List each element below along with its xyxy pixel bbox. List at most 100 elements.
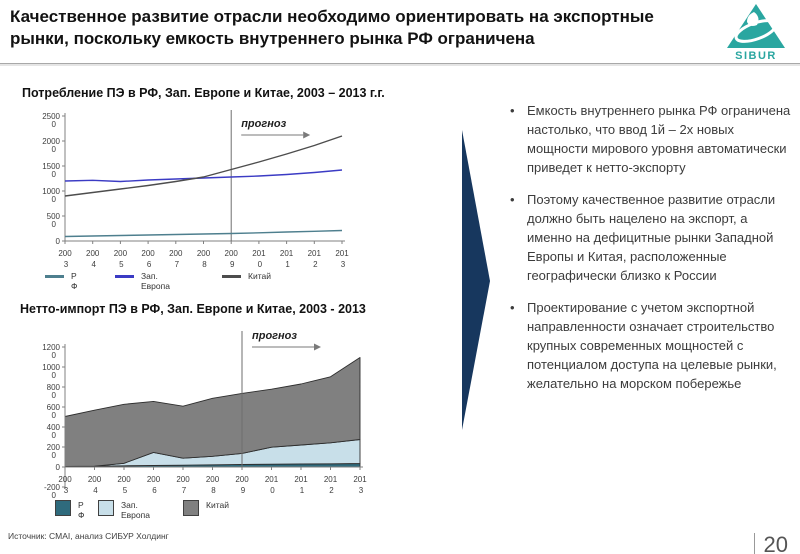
legend-swatch: [183, 500, 199, 516]
svg-text:9: 9: [230, 260, 235, 269]
sibur-logo-text: SIBUR: [735, 50, 777, 61]
legend-swatch: [45, 275, 64, 278]
svg-text:200: 200: [141, 249, 155, 258]
svg-text:0: 0: [56, 237, 61, 246]
source-note: Источник: CMAI, анализ СИБУР Холдинг: [8, 531, 169, 541]
svg-text:201: 201: [308, 249, 322, 258]
svg-text:0: 0: [52, 491, 57, 500]
svg-text:201: 201: [252, 249, 266, 258]
svg-text:0: 0: [52, 351, 57, 360]
svg-text:0: 0: [52, 371, 57, 380]
consumption-chart-title: Потребление ПЭ в РФ, Зап. Европе и Китае…: [22, 86, 385, 100]
svg-text:3: 3: [341, 260, 346, 269]
svg-text:500: 500: [47, 212, 61, 221]
svg-text:5: 5: [119, 260, 124, 269]
svg-text:3: 3: [359, 486, 364, 495]
svg-text:0: 0: [52, 451, 57, 460]
svg-text:6: 6: [152, 486, 157, 495]
svg-text:0: 0: [52, 391, 57, 400]
legend-swatch: [55, 500, 71, 516]
svg-text:4: 4: [91, 260, 96, 269]
svg-text:200: 200: [58, 475, 72, 484]
svg-text:200: 200: [176, 475, 190, 484]
bullet-item: Поэтому качественное развитие отрасли до…: [508, 190, 796, 285]
consumption-chart-legend: Р Ф Зап. Европа Китай: [40, 271, 360, 299]
svg-text:201: 201: [280, 249, 294, 258]
svg-text:2: 2: [313, 260, 318, 269]
svg-text:200: 200: [86, 249, 100, 258]
svg-text:2000: 2000: [42, 137, 60, 146]
svg-text:1: 1: [300, 486, 305, 495]
svg-text:200: 200: [206, 475, 220, 484]
legend-item: Китай: [222, 271, 271, 281]
net-import-area-chart: 120001000080006000400020000-200020032004…: [42, 330, 367, 500]
svg-text:6: 6: [147, 260, 152, 269]
legend-item: Зап. Европа: [115, 271, 170, 291]
svg-text:200: 200: [47, 443, 61, 452]
svg-text:9: 9: [241, 486, 246, 495]
net-import-chart-title: Нетто-импорт ПЭ в РФ, Зап. Европе и Кита…: [20, 302, 366, 316]
legend-item: Зап. Европа: [98, 500, 150, 520]
slide-header: Качественное развитие отрасли необходимо…: [0, 0, 800, 64]
svg-text:-200: -200: [44, 483, 61, 492]
svg-text:8: 8: [202, 260, 207, 269]
legend-label: Зап. Европа: [121, 500, 150, 520]
svg-text:200: 200: [235, 475, 249, 484]
svg-text:2500: 2500: [42, 112, 60, 121]
svg-text:0: 0: [258, 260, 263, 269]
svg-text:201: 201: [353, 475, 367, 484]
svg-text:201: 201: [294, 475, 308, 484]
svg-text:7: 7: [175, 260, 180, 269]
legend-label: Китай: [248, 271, 271, 281]
svg-text:прогноз: прогноз: [252, 330, 297, 342]
bullet-item: Емкость внутреннего рынка РФ ограничена …: [508, 101, 796, 177]
svg-text:1: 1: [285, 260, 290, 269]
svg-text:0: 0: [270, 486, 275, 495]
legend-swatch: [98, 500, 114, 516]
svg-text:0: 0: [52, 411, 57, 420]
legend-label: Китай: [206, 500, 229, 510]
svg-text:400: 400: [47, 423, 61, 432]
legend-label: Зап. Европа: [141, 271, 170, 291]
svg-text:1500: 1500: [42, 162, 60, 171]
svg-text:1000: 1000: [42, 363, 60, 372]
svg-text:1000: 1000: [42, 187, 60, 196]
svg-text:прогноз: прогноз: [241, 118, 286, 130]
sibur-logo-icon: SIBUR: [727, 4, 785, 62]
svg-text:200: 200: [117, 475, 131, 484]
svg-text:200: 200: [225, 249, 239, 258]
svg-text:0: 0: [52, 195, 57, 204]
svg-text:0: 0: [52, 220, 57, 229]
svg-text:201: 201: [324, 475, 338, 484]
net-import-chart-legend: Р Ф Зап. Европа Китай: [40, 500, 380, 532]
consumption-line-chart: 2500020000150001000050000200320042005200…: [42, 110, 349, 269]
svg-text:200: 200: [58, 249, 72, 258]
svg-text:5: 5: [123, 486, 128, 495]
svg-text:0: 0: [56, 463, 61, 472]
svg-text:1200: 1200: [42, 343, 60, 352]
svg-text:7: 7: [182, 486, 187, 495]
svg-text:3: 3: [64, 260, 69, 269]
svg-text:200: 200: [114, 249, 128, 258]
bullet-item: Проектирование с учетом экспортной напра…: [508, 298, 796, 393]
slide-title: Качественное развитие отрасли необходимо…: [10, 7, 654, 49]
legend-item: Китай: [183, 500, 229, 516]
svg-text:200: 200: [147, 475, 161, 484]
page-number-divider: [753, 533, 755, 554]
svg-text:4: 4: [93, 486, 98, 495]
page-number: 20: [753, 532, 788, 554]
svg-text:200: 200: [197, 249, 211, 258]
svg-text:0: 0: [52, 120, 57, 129]
svg-text:200: 200: [169, 249, 183, 258]
legend-swatch: [222, 275, 241, 278]
svg-text:201: 201: [335, 249, 349, 258]
svg-text:0: 0: [52, 170, 57, 179]
svg-text:8: 8: [211, 486, 216, 495]
svg-text:0: 0: [52, 431, 57, 440]
page-number-value: 20: [763, 532, 788, 554]
